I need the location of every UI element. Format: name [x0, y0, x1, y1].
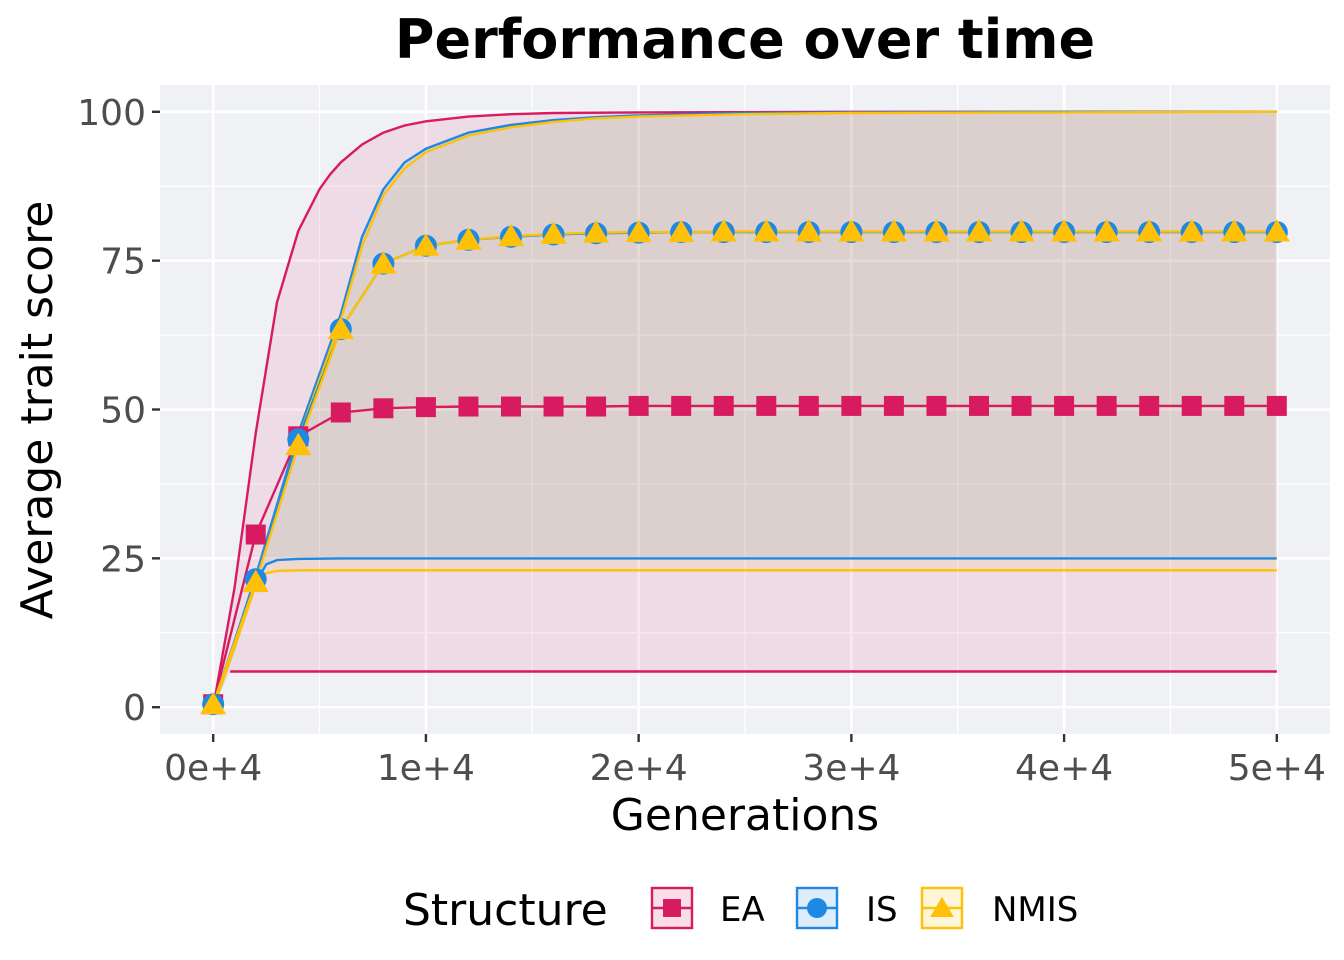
- series-markers: [200, 218, 1290, 716]
- marker-ea: [415, 397, 436, 418]
- marker-ea: [501, 396, 521, 417]
- marker-ea: [1181, 395, 1202, 416]
- marker-nmis: [753, 218, 780, 242]
- ribbon-upper-ea: [212, 110, 1277, 708]
- marker-nmis: [455, 227, 482, 250]
- x-tick-label: 5e+4: [1228, 748, 1326, 789]
- marker-nmis: [200, 691, 227, 715]
- marker-nmis: [1221, 218, 1248, 242]
- marker-nmis: [1178, 218, 1205, 242]
- marker-ea: [841, 395, 862, 416]
- y-tick-label: 25: [100, 539, 146, 580]
- marker-ea: [458, 396, 479, 417]
- legend-label-nmis: NMIS: [992, 890, 1078, 930]
- marker-ea: [628, 395, 649, 416]
- y-tick-label: 0: [123, 688, 146, 729]
- y-tick-label: 75: [100, 242, 146, 283]
- legend-key-marker: [807, 898, 827, 918]
- marker-nmis: [1263, 218, 1290, 242]
- ribbon-edges: [212, 110, 1277, 708]
- marker-nmis: [1136, 218, 1163, 242]
- marker-ea: [883, 395, 904, 416]
- marker-ea: [969, 395, 989, 416]
- marker-ea: [1054, 395, 1075, 416]
- x-tick-label: 2e+4: [590, 748, 688, 789]
- marker-ea: [586, 396, 607, 417]
- marker-ea: [926, 395, 947, 416]
- marker-nmis: [242, 569, 269, 593]
- marker-ea: [671, 395, 692, 416]
- marker-nmis: [668, 219, 695, 243]
- x-axis-ticks: 0e+4 1e+4 2e+4 3e+4 4e+4 5e+4: [164, 734, 1326, 789]
- marker-ea: [1139, 395, 1160, 416]
- marker-nmis: [795, 218, 822, 242]
- marker-nmis: [625, 219, 652, 243]
- marker-nmis: [285, 432, 312, 456]
- legend-key-marker: [663, 899, 681, 917]
- marker-nmis: [412, 233, 440, 256]
- legend: Structure EA IS NMIS: [403, 885, 1078, 936]
- marker-ea: [798, 395, 819, 416]
- marker-ea: [1224, 395, 1245, 416]
- x-axis-title: Generations: [611, 790, 879, 841]
- x-tick-label: 3e+4: [802, 748, 900, 789]
- marker-ea: [1096, 395, 1117, 416]
- marker-nmis: [838, 218, 865, 242]
- marker-ea: [245, 524, 266, 545]
- marker-ea: [1266, 395, 1287, 416]
- marker-ea: [1011, 395, 1032, 416]
- x-tick-label: 1e+4: [377, 748, 475, 789]
- marker-nmis: [1050, 218, 1078, 242]
- y-tick-label: 100: [77, 93, 146, 134]
- legend-label-is: IS: [866, 890, 898, 930]
- marker-nmis: [710, 218, 737, 242]
- marker-nmis: [327, 316, 354, 340]
- legend-label-ea: EA: [720, 890, 765, 930]
- marker-ea: [713, 395, 734, 416]
- y-tick-label: 50: [100, 391, 146, 432]
- x-tick-label: 0e+4: [164, 748, 262, 789]
- ribbon-upper-nmis: [212, 110, 1277, 708]
- marker-ea: [543, 396, 564, 417]
- marker-nmis: [1093, 218, 1120, 242]
- marker-nmis: [965, 218, 993, 242]
- marker-nmis: [880, 218, 908, 242]
- x-tick-label: 4e+4: [1015, 748, 1113, 789]
- marker-nmis: [582, 220, 610, 243]
- y-axis-ticks: 0 25 50 75 100: [77, 93, 160, 729]
- marker-ea: [373, 398, 394, 419]
- chart-title: Performance over time: [395, 8, 1095, 71]
- marker-nmis: [540, 221, 567, 244]
- legend-title: Structure: [403, 885, 608, 936]
- y-axis-title: Average trait score: [12, 201, 63, 620]
- marker-nmis: [1008, 218, 1035, 242]
- marker-nmis: [497, 223, 525, 247]
- marker-nmis: [923, 218, 950, 242]
- legend-key-marker: [930, 896, 954, 917]
- marker-ea: [756, 395, 777, 416]
- marker-ea: [330, 402, 351, 423]
- marker-nmis: [370, 251, 397, 274]
